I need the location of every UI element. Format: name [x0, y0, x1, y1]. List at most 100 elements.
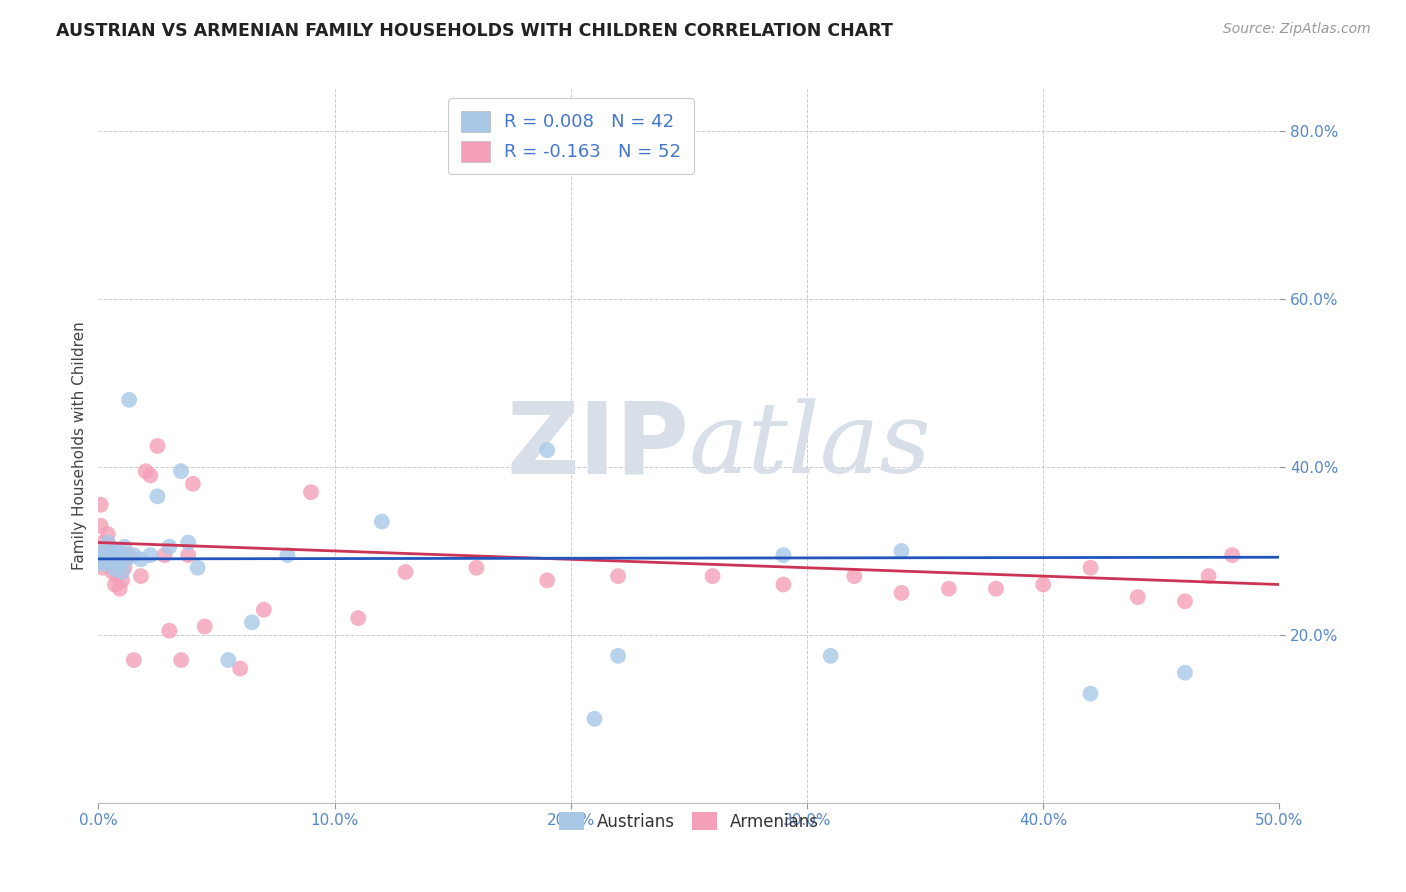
Point — [129, 569, 152, 583]
Point — [112, 560, 135, 574]
Point — [115, 548, 138, 562]
Point — [115, 552, 138, 566]
Point — [135, 464, 157, 478]
Point — [104, 557, 127, 571]
Point — [536, 443, 558, 458]
Point — [98, 548, 121, 562]
Point — [111, 552, 134, 566]
Point — [217, 653, 239, 667]
Point — [170, 464, 193, 478]
Point — [104, 577, 127, 591]
Point — [299, 485, 322, 500]
Point — [94, 557, 117, 571]
Point — [98, 552, 121, 566]
Point — [1080, 560, 1102, 574]
Point — [276, 548, 298, 562]
Point — [101, 548, 124, 562]
Point — [101, 565, 124, 579]
Point — [772, 548, 794, 562]
Point — [139, 468, 162, 483]
Point — [94, 552, 117, 566]
Point — [118, 392, 141, 407]
Point — [229, 661, 252, 675]
Point — [105, 569, 128, 583]
Point — [890, 544, 912, 558]
Point — [938, 582, 960, 596]
Point — [139, 548, 162, 562]
Point — [98, 540, 121, 554]
Point — [105, 544, 128, 558]
Point — [91, 552, 114, 566]
Point — [97, 527, 120, 541]
Point — [181, 476, 204, 491]
Point — [91, 535, 114, 549]
Point — [1032, 577, 1054, 591]
Y-axis label: Family Households with Children: Family Households with Children — [72, 322, 87, 570]
Point — [1198, 569, 1220, 583]
Point — [702, 569, 724, 583]
Point — [90, 557, 112, 571]
Point — [108, 582, 131, 596]
Point — [465, 560, 488, 574]
Point — [1080, 687, 1102, 701]
Point — [111, 552, 134, 566]
Text: atlas: atlas — [689, 399, 932, 493]
Point — [153, 548, 176, 562]
Point — [607, 648, 630, 663]
Point — [177, 548, 200, 562]
Point — [177, 535, 200, 549]
Point — [253, 603, 276, 617]
Point — [583, 712, 606, 726]
Point — [194, 619, 217, 633]
Point — [90, 548, 112, 562]
Point — [104, 548, 127, 562]
Point — [91, 544, 114, 558]
Point — [536, 574, 558, 588]
Point — [157, 540, 180, 554]
Point — [104, 562, 127, 576]
Text: AUSTRIAN VS ARMENIAN FAMILY HOUSEHOLDS WITH CHILDREN CORRELATION CHART: AUSTRIAN VS ARMENIAN FAMILY HOUSEHOLDS W… — [56, 22, 893, 40]
Point — [122, 653, 145, 667]
Point — [240, 615, 263, 630]
Point — [101, 557, 124, 571]
Point — [90, 518, 112, 533]
Point — [187, 560, 209, 574]
Point — [94, 548, 117, 562]
Point — [129, 552, 152, 566]
Point — [98, 554, 121, 568]
Point — [170, 653, 193, 667]
Point — [347, 611, 370, 625]
Point — [111, 574, 134, 588]
Text: ZIP: ZIP — [506, 398, 689, 494]
Point — [1126, 590, 1149, 604]
Point — [1174, 594, 1197, 608]
Point — [122, 548, 145, 562]
Legend: Austrians, Armenians: Austrians, Armenians — [553, 805, 825, 838]
Point — [890, 586, 912, 600]
Point — [371, 515, 394, 529]
Point — [97, 535, 120, 549]
Point — [1220, 548, 1243, 562]
Point — [112, 540, 135, 554]
Point — [146, 439, 169, 453]
Point — [844, 569, 866, 583]
Point — [157, 624, 180, 638]
Point — [94, 544, 117, 558]
Point — [607, 569, 630, 583]
Point — [97, 552, 120, 566]
Point — [820, 648, 842, 663]
Point — [111, 565, 134, 579]
Point — [91, 560, 114, 574]
Point — [101, 544, 124, 558]
Point — [118, 548, 141, 562]
Point — [984, 582, 1007, 596]
Point — [90, 498, 112, 512]
Point — [1174, 665, 1197, 680]
Point — [772, 577, 794, 591]
Point — [146, 489, 169, 503]
Point — [394, 565, 416, 579]
Point — [97, 557, 120, 571]
Point — [108, 548, 131, 562]
Point — [105, 557, 128, 571]
Text: Source: ZipAtlas.com: Source: ZipAtlas.com — [1223, 22, 1371, 37]
